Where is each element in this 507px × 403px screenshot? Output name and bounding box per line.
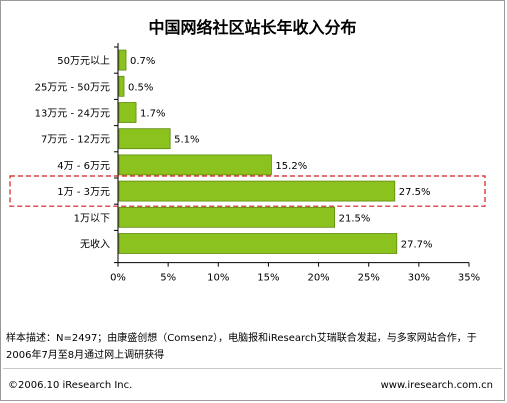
bar: [118, 75, 125, 97]
x-tick-label: 20%: [307, 273, 329, 284]
bar-chart: 0% 5% 10% 15% 20% 25% 30% 35% 50万元以上 0.7% 25万元 - 5…: [9, 43, 486, 284]
category-label: 25万元 - 50万元: [35, 82, 110, 93]
category-label: 4万 - 6万元: [57, 161, 110, 172]
x-tick-label: 0%: [110, 273, 126, 284]
data-label: 15.2%: [275, 161, 307, 172]
data-label: 0.5%: [128, 82, 153, 93]
category-label: 50万元以上: [57, 55, 110, 67]
bar: [118, 154, 272, 176]
category-label: 1万 - 3万元: [57, 187, 110, 198]
sample-note: 样本描述：N=2497；由康盛创想（Comsenz），电脑报和iResearch…: [6, 333, 477, 361]
category-label: 7万元 - 12万元: [41, 135, 110, 146]
x-tick-label: 30%: [408, 273, 430, 284]
category-label: 13万元 - 24万元: [35, 109, 110, 120]
bar: [118, 49, 127, 71]
data-label: 1.7%: [140, 109, 165, 120]
footer-divider: [3, 368, 502, 369]
bar: [118, 128, 171, 150]
highlight-box: [9, 175, 486, 207]
data-label: 27.5%: [399, 187, 431, 198]
website-text: www.iresearch.com.cn: [380, 380, 493, 391]
copyright-text: ©2006.10 iResearch Inc.: [8, 380, 133, 391]
data-label: 27.7%: [401, 240, 433, 251]
chart-title: 中国网络社区站长年收入分布: [148, 18, 357, 37]
x-tick-label: 15%: [257, 273, 279, 284]
category-label: 1万以下: [74, 213, 110, 224]
category-label: 无收入: [80, 238, 110, 251]
data-label: 21.5%: [339, 213, 371, 224]
x-tick-label: 10%: [207, 273, 229, 284]
x-tick-label: 35%: [458, 273, 480, 284]
bar: [118, 233, 398, 254]
bar: [118, 102, 137, 123]
x-tick-label: 25%: [358, 273, 380, 284]
data-label: 0.7%: [130, 56, 155, 67]
data-label: 5.1%: [174, 135, 199, 146]
bar: [118, 206, 336, 228]
x-tick-label: 5%: [160, 273, 176, 284]
bar: [118, 180, 396, 202]
